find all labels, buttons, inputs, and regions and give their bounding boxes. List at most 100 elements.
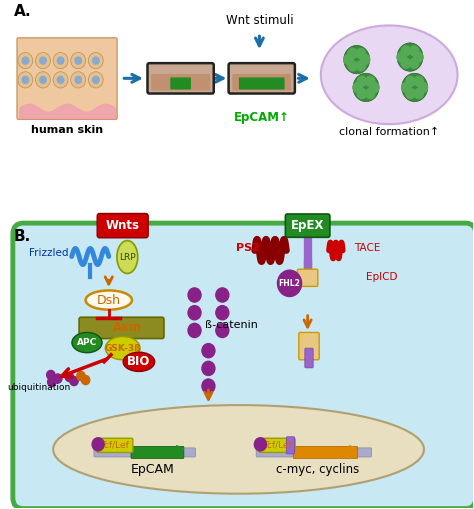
- Text: B.: B.: [14, 229, 31, 244]
- Circle shape: [356, 61, 365, 71]
- FancyBboxPatch shape: [256, 448, 372, 457]
- Circle shape: [344, 45, 370, 74]
- Circle shape: [410, 58, 419, 68]
- Circle shape: [353, 73, 379, 102]
- Circle shape: [75, 57, 82, 64]
- FancyBboxPatch shape: [97, 213, 148, 238]
- FancyBboxPatch shape: [170, 77, 191, 90]
- Circle shape: [419, 82, 428, 93]
- Text: EpICD: EpICD: [366, 272, 398, 282]
- Circle shape: [348, 61, 357, 71]
- FancyBboxPatch shape: [305, 348, 313, 368]
- Circle shape: [357, 89, 366, 99]
- Circle shape: [401, 73, 428, 102]
- Circle shape: [202, 379, 215, 393]
- FancyBboxPatch shape: [151, 74, 210, 91]
- Circle shape: [22, 57, 28, 64]
- Circle shape: [356, 48, 365, 59]
- Circle shape: [82, 376, 90, 385]
- Circle shape: [92, 57, 99, 64]
- Circle shape: [188, 323, 201, 337]
- Circle shape: [47, 378, 56, 387]
- Circle shape: [40, 76, 46, 83]
- Text: PS2: PS2: [236, 243, 260, 253]
- Text: BIO: BIO: [127, 355, 151, 369]
- FancyBboxPatch shape: [286, 437, 295, 454]
- FancyBboxPatch shape: [17, 38, 117, 119]
- Text: A.: A.: [14, 4, 31, 19]
- Circle shape: [401, 58, 410, 68]
- Text: EpEX: EpEX: [291, 219, 324, 232]
- Circle shape: [88, 72, 103, 88]
- Text: Tcf/Lef: Tcf/Lef: [100, 441, 129, 450]
- Circle shape: [406, 76, 415, 87]
- Circle shape: [77, 372, 85, 381]
- FancyBboxPatch shape: [297, 269, 318, 287]
- Text: human skin: human skin: [31, 125, 103, 135]
- Circle shape: [54, 374, 62, 383]
- Circle shape: [53, 52, 68, 69]
- FancyBboxPatch shape: [131, 446, 184, 459]
- Ellipse shape: [123, 352, 155, 372]
- Circle shape: [216, 323, 229, 337]
- Circle shape: [410, 46, 419, 56]
- Circle shape: [65, 373, 73, 382]
- Circle shape: [53, 72, 68, 88]
- Circle shape: [216, 288, 229, 302]
- Circle shape: [18, 52, 33, 69]
- Circle shape: [414, 52, 423, 62]
- Text: GSK-3ß: GSK-3ß: [104, 344, 141, 353]
- Circle shape: [92, 438, 104, 451]
- Circle shape: [414, 76, 423, 87]
- FancyBboxPatch shape: [94, 448, 195, 457]
- Ellipse shape: [321, 25, 457, 124]
- Circle shape: [255, 438, 266, 451]
- Circle shape: [216, 305, 229, 320]
- FancyBboxPatch shape: [13, 223, 474, 508]
- Circle shape: [406, 89, 415, 99]
- Circle shape: [18, 72, 33, 88]
- Text: APC: APC: [77, 338, 97, 347]
- Circle shape: [22, 76, 28, 83]
- Circle shape: [57, 76, 64, 83]
- Circle shape: [36, 52, 50, 69]
- Circle shape: [36, 72, 50, 88]
- Circle shape: [188, 305, 201, 320]
- Text: LRP: LRP: [119, 252, 136, 262]
- Text: TACE: TACE: [355, 243, 381, 253]
- FancyBboxPatch shape: [232, 74, 291, 91]
- Circle shape: [344, 54, 353, 65]
- Ellipse shape: [53, 405, 424, 494]
- Circle shape: [397, 52, 406, 62]
- Ellipse shape: [117, 241, 138, 273]
- Text: Wnt stimuli: Wnt stimuli: [226, 14, 293, 27]
- Circle shape: [365, 76, 375, 87]
- Text: EpCAM↑: EpCAM↑: [234, 111, 290, 124]
- Circle shape: [88, 52, 103, 69]
- Ellipse shape: [86, 291, 132, 309]
- Text: Axin: Axin: [113, 321, 142, 334]
- Text: c-myc, cyclins: c-myc, cyclins: [276, 463, 359, 476]
- Circle shape: [202, 344, 215, 358]
- FancyBboxPatch shape: [259, 438, 295, 453]
- FancyBboxPatch shape: [299, 332, 319, 360]
- Circle shape: [188, 288, 201, 302]
- Circle shape: [357, 76, 366, 87]
- Circle shape: [397, 43, 423, 71]
- Text: EpCAM: EpCAM: [131, 463, 175, 476]
- Circle shape: [46, 371, 55, 380]
- FancyBboxPatch shape: [147, 63, 214, 94]
- Circle shape: [365, 89, 375, 99]
- Circle shape: [360, 54, 370, 65]
- Circle shape: [92, 76, 99, 83]
- Circle shape: [277, 270, 301, 297]
- Circle shape: [348, 48, 357, 59]
- FancyBboxPatch shape: [97, 438, 133, 453]
- FancyBboxPatch shape: [228, 63, 295, 94]
- Circle shape: [401, 82, 411, 93]
- Circle shape: [71, 72, 86, 88]
- Text: Frizzled: Frizzled: [29, 248, 68, 258]
- Circle shape: [370, 82, 379, 93]
- Circle shape: [71, 52, 86, 69]
- Text: Dsh: Dsh: [97, 294, 121, 306]
